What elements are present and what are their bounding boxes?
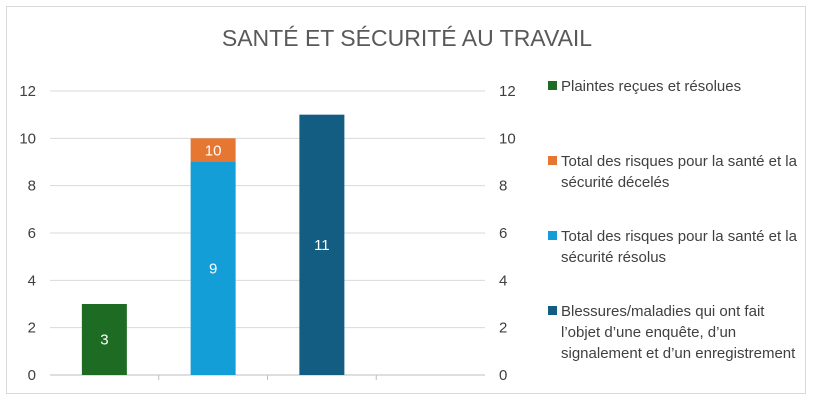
data-label: 3 [100, 332, 108, 349]
chart-title: SANTÉ ET SÉCURITÉ AU TRAVAIL [222, 25, 592, 51]
y-axis-right: 0 2 4 6 8 10 12 [499, 83, 516, 384]
data-label: 10 [205, 142, 222, 159]
bar-segment [299, 114, 345, 376]
legend: Plaintes reçues et résolues Total des ri… [548, 0, 808, 403]
chart-frame [6, 6, 806, 394]
bar-segment [81, 304, 127, 375]
bar-segment [190, 138, 236, 162]
y-tick-label-right: 4 [499, 272, 507, 289]
legend-item-risques-deceles: Total des risques pour la santé et la sé… [548, 151, 806, 193]
legend-label: Blessures/maladies qui ont fait l’objet … [561, 303, 796, 362]
y-tick-label-left: 12 [19, 83, 36, 100]
y-tick-label-right: 8 [499, 178, 507, 195]
legend-swatch [548, 81, 557, 90]
legend-item-risques-resolus: Total des risques pour la santé et la sé… [548, 226, 806, 268]
y-tick-label-left: 4 [28, 272, 36, 289]
legend-item-blessures: Blessures/maladies qui ont fait l’objet … [548, 301, 806, 364]
y-tick-label-left: 0 [28, 367, 36, 384]
legend-label: Total des risques pour la santé et la sé… [561, 153, 797, 191]
y-tick-label-right: 10 [499, 130, 516, 147]
legend-swatch [548, 231, 557, 240]
bar-segment [190, 162, 236, 375]
data-labels: 3 9 10 11 [100, 142, 329, 348]
y-tick-label-right: 2 [499, 320, 507, 337]
y-tick-label-right: 6 [499, 225, 507, 242]
y-tick-label-left: 6 [28, 225, 36, 242]
data-label: 9 [209, 261, 217, 278]
legend-item-plaintes: Plaintes reçues et résolues [548, 76, 806, 97]
legend-label: Total des risques pour la santé et la sé… [561, 228, 797, 266]
data-label: 11 [314, 237, 330, 254]
legend-label: Plaintes reçues et résolues [561, 78, 742, 95]
y-tick-label-left: 8 [28, 178, 36, 195]
legend-swatch [548, 156, 557, 165]
legend-swatch [548, 306, 557, 315]
y-tick-label-right: 0 [499, 367, 507, 384]
y-tick-label-left: 2 [28, 320, 36, 337]
y-tick-label-right: 12 [499, 83, 516, 100]
bars [81, 114, 345, 376]
y-axis-left: 0 2 4 6 8 10 12 [19, 83, 36, 384]
y-tick-label-left: 10 [19, 130, 36, 147]
